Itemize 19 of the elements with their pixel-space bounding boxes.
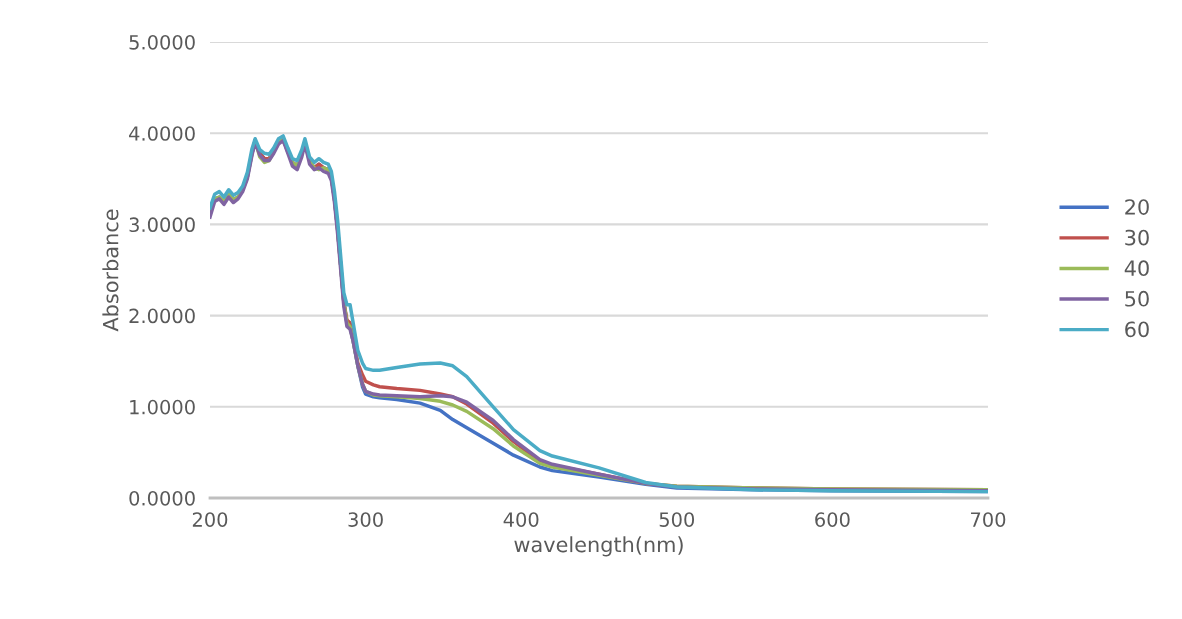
x-axis-title: wavelength(nm) (514, 536, 683, 557)
y-tick-label: 4.0000 (129, 126, 195, 141)
y-tick-label: 2.0000 (129, 308, 195, 324)
y-axis-title: Absorbance (102, 209, 119, 332)
y-tick-label: 0.0000 (129, 490, 195, 506)
legend-label: 60 (1125, 321, 1149, 338)
x-tick-label: 400 (503, 512, 539, 527)
legend-label: 40 (1124, 260, 1149, 277)
y-tick-label: 3.0000 (129, 217, 195, 233)
x-tick-label: 600 (815, 512, 850, 527)
y-tick-label: 5.0000 (129, 34, 195, 50)
x-tick-label: 700 (971, 512, 1006, 527)
y-tick-label: 1.0000 (130, 399, 195, 415)
legend-label: 30 (1125, 229, 1149, 246)
x-tick-label: 200 (192, 512, 228, 527)
x-tick-label: 500 (659, 512, 695, 527)
legend-label: 50 (1125, 290, 1149, 307)
legend-label: 20 (1125, 199, 1149, 215)
x-tick-label: 300 (348, 512, 383, 527)
